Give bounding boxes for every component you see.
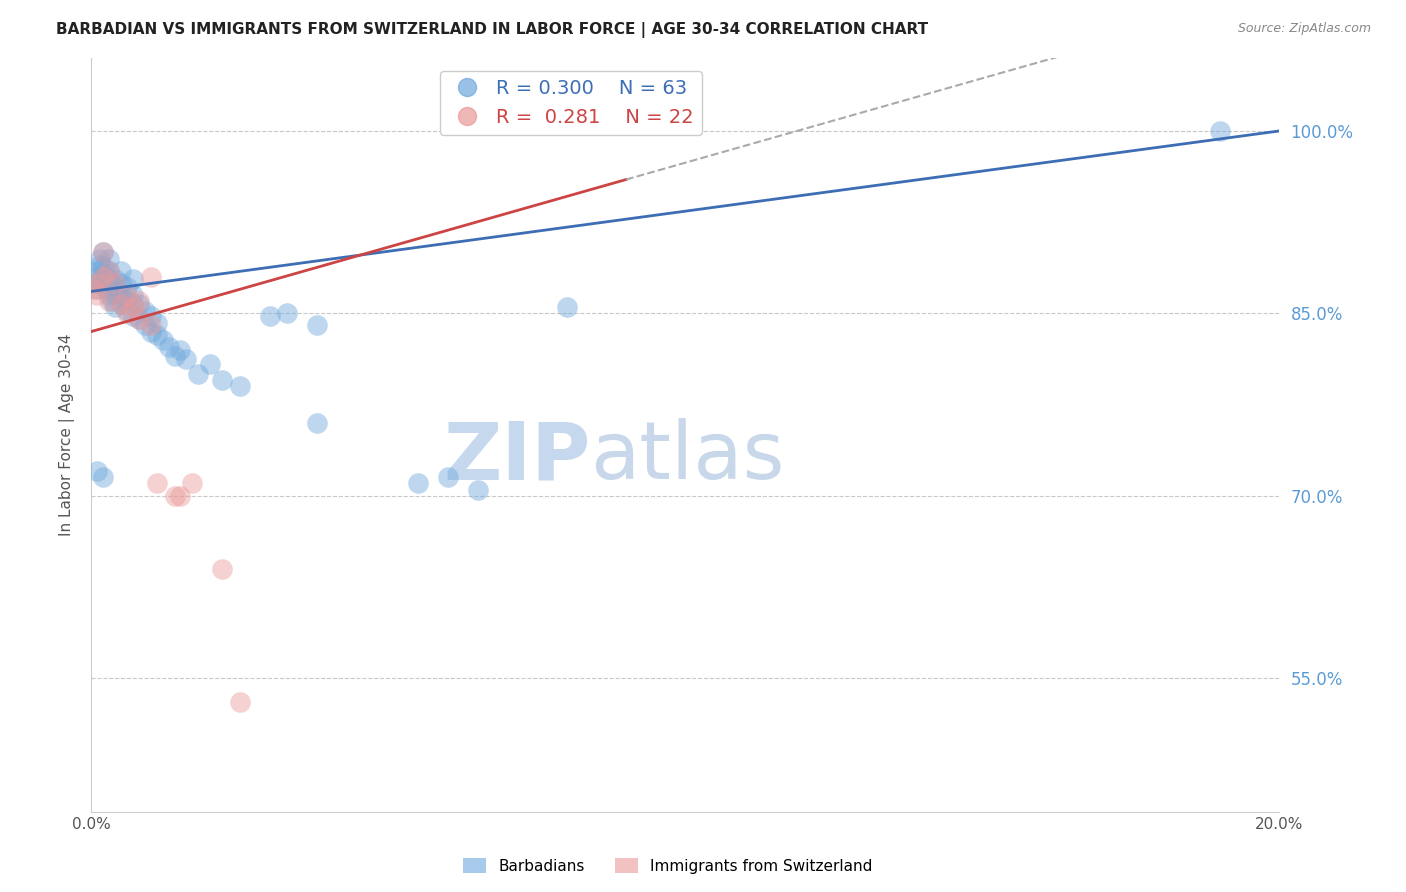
Point <box>89 258 111 272</box>
Point <box>110 276 132 290</box>
Point <box>211 373 233 387</box>
Point <box>91 470 114 484</box>
Point <box>86 282 108 296</box>
Point <box>128 312 150 326</box>
Point <box>98 288 121 302</box>
Point <box>91 276 114 290</box>
Point <box>104 272 127 286</box>
Point <box>98 264 121 278</box>
Point <box>163 349 186 363</box>
Point <box>98 264 121 278</box>
Point <box>91 260 114 274</box>
Point <box>98 252 121 266</box>
Point <box>86 264 108 278</box>
Point <box>91 268 114 282</box>
Text: Source: ZipAtlas.com: Source: ZipAtlas.com <box>1237 22 1371 36</box>
Point <box>139 269 162 284</box>
Point <box>91 269 114 284</box>
Point <box>211 561 233 575</box>
Point <box>145 316 167 330</box>
Point <box>139 325 162 339</box>
Point <box>101 276 124 290</box>
Point <box>307 318 329 333</box>
Point <box>115 288 138 302</box>
Text: atlas: atlas <box>591 418 785 497</box>
Y-axis label: In Labor Force | Age 30-34: In Labor Force | Age 30-34 <box>59 334 76 536</box>
Text: BARBADIAN VS IMMIGRANTS FROM SWITZERLAND IN LABOR FORCE | AGE 30-34 CORRELATION : BARBADIAN VS IMMIGRANTS FROM SWITZERLAND… <box>56 22 928 38</box>
Point <box>134 303 156 318</box>
Point <box>115 306 138 320</box>
Point <box>110 288 132 302</box>
Point <box>134 318 156 333</box>
Point <box>169 489 191 503</box>
Point <box>115 292 138 306</box>
Point <box>115 279 138 293</box>
Point <box>104 276 127 290</box>
Point <box>86 276 108 290</box>
Point <box>112 294 135 309</box>
Point <box>555 300 578 314</box>
Point <box>83 282 105 296</box>
Point <box>163 489 186 503</box>
Point <box>83 269 105 284</box>
Point <box>89 252 111 266</box>
Point <box>139 309 162 323</box>
Point <box>139 318 162 333</box>
Point <box>110 296 132 310</box>
Point <box>104 300 127 314</box>
Point <box>200 357 222 371</box>
Point <box>128 294 150 309</box>
Point <box>176 352 198 367</box>
Point <box>96 269 118 284</box>
Point <box>307 416 329 430</box>
Point <box>91 245 114 260</box>
Point <box>152 333 174 347</box>
Point <box>229 379 252 393</box>
Point <box>122 296 145 310</box>
Point <box>436 470 458 484</box>
Point <box>122 272 145 286</box>
Point <box>406 476 429 491</box>
Legend: Barbadians, Immigrants from Switzerland: Barbadians, Immigrants from Switzerland <box>457 852 879 880</box>
Text: ZIP: ZIP <box>443 418 591 497</box>
Point <box>181 476 204 491</box>
Point <box>98 279 121 293</box>
Point <box>98 272 121 286</box>
Point <box>110 264 132 278</box>
Point <box>86 288 108 302</box>
Point <box>101 294 124 309</box>
Point <box>128 312 150 326</box>
Point <box>86 464 108 478</box>
Point <box>1209 124 1232 138</box>
Point <box>276 306 298 320</box>
Point <box>157 340 180 354</box>
Point <box>110 296 132 310</box>
Legend: R = 0.300    N = 63, R =  0.281    N = 22: R = 0.300 N = 63, R = 0.281 N = 22 <box>440 71 702 135</box>
Point <box>86 276 108 290</box>
Point <box>104 288 127 302</box>
Point <box>145 328 167 343</box>
Point <box>122 288 145 302</box>
Point <box>122 309 145 323</box>
Point <box>229 695 252 709</box>
Point <box>91 245 114 260</box>
Point <box>98 294 121 309</box>
Point <box>128 296 150 310</box>
Point <box>187 367 209 381</box>
Point <box>107 285 129 299</box>
Point <box>96 282 118 296</box>
Point <box>259 309 281 323</box>
Point <box>145 476 167 491</box>
Point <box>467 483 489 497</box>
Point <box>169 343 191 357</box>
Point <box>122 300 145 314</box>
Point <box>115 303 138 318</box>
